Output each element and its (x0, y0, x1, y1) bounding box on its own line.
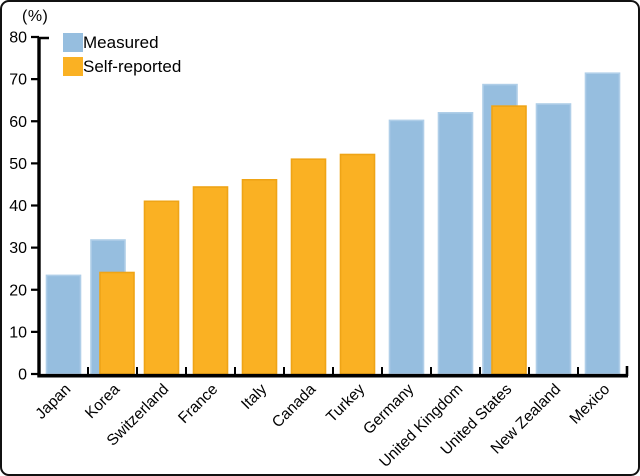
x-category-label-turkey: Turkey (323, 381, 368, 426)
x-category-label-france: France (175, 381, 221, 427)
x-category-label-canada: Canada (269, 381, 320, 432)
x-category-label-japan: Japan (32, 381, 74, 423)
self-reported-bar-italy (241, 179, 278, 375)
legend-item-measured: Measured (63, 33, 181, 52)
self-reported-bar-united-states (491, 105, 527, 375)
measured-bar-japan (45, 274, 82, 375)
y-tick-label-0: 0 (18, 367, 27, 384)
self-reported-bar-canada (290, 158, 327, 375)
x-category-label-mexico: Mexico (567, 381, 614, 428)
chart-legend: Measured Self-reported (63, 33, 181, 76)
measured-bar-new-zealand (535, 103, 572, 375)
y-tick-label-70: 70 (9, 72, 27, 89)
self-reported-bar-france (192, 186, 229, 375)
y-tick-label-30: 30 (9, 240, 27, 257)
y-axis-unit-label: (%) (22, 8, 49, 25)
y-tick-label-10: 10 (9, 324, 27, 341)
self-reported-bar-korea (99, 271, 135, 375)
measured-bar-germany (388, 119, 425, 375)
legend-label-self-reported: Self-reported (83, 57, 182, 76)
measured-series-swatch-icon (63, 33, 83, 52)
measured-bar-mexico (584, 72, 621, 375)
self-reported-bar-switzerland (143, 200, 180, 375)
y-tick-label-20: 20 (9, 282, 27, 299)
y-tick-label-40: 40 (9, 198, 27, 215)
legend-label-measured: Measured (83, 33, 159, 52)
self-reported-bar-turkey (339, 153, 376, 375)
y-tick-label-50: 50 (9, 156, 27, 173)
y-tick-label-60: 60 (9, 114, 27, 131)
x-category-label-italy: Italy (238, 381, 270, 413)
self-reported-series-swatch-icon (63, 57, 83, 76)
legend-item-self-reported: Self-reported (63, 57, 181, 76)
y-tick-label-80: 80 (9, 30, 27, 47)
x-category-label-united-kingdom: United Kingdom (376, 381, 466, 471)
measured-bar-united-kingdom (437, 112, 474, 375)
x-category-label-korea: Korea (82, 381, 124, 423)
